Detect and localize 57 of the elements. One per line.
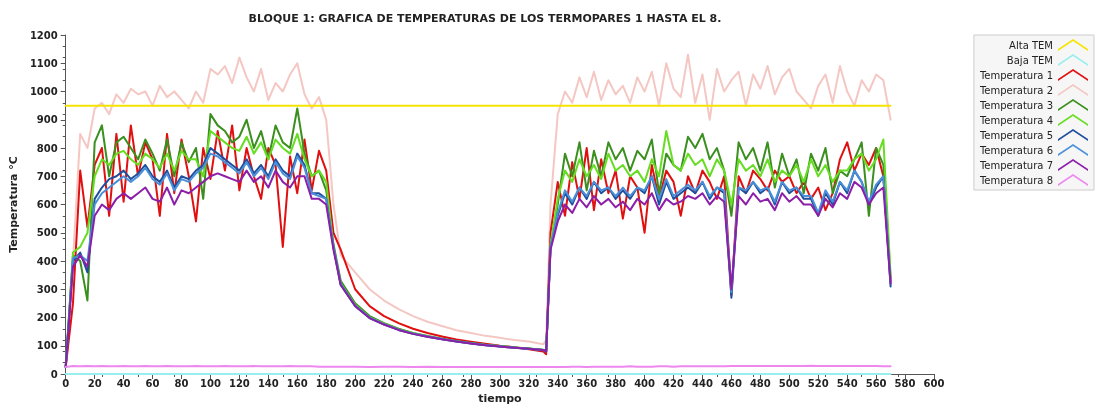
legend-label: Temperatura 6 [978, 144, 1053, 156]
x-tick-label: 100 [200, 377, 221, 389]
x-tick-label: 240 [402, 377, 424, 389]
x-tick-label: 300 [489, 377, 511, 389]
x-tick-label: 480 [749, 377, 771, 389]
x-tick-label: 400 [634, 377, 656, 389]
y-tick-label: 800 [36, 142, 58, 154]
x-tick-label: 560 [865, 377, 887, 389]
x-tick-label: 260 [431, 377, 453, 389]
legend-label: Temperatura 3 [978, 99, 1053, 111]
x-tick-label: 580 [894, 377, 916, 389]
x-tick-label: 340 [547, 377, 569, 389]
x-tick-label: 60 [145, 377, 160, 389]
legend-label: Temperatura 7 [978, 159, 1053, 171]
x-tick-label: 140 [257, 377, 279, 389]
x-tick-label: 380 [605, 377, 627, 389]
x-tick-label: 80 [174, 377, 189, 389]
y-tick-label: 500 [36, 227, 58, 239]
x-tick-label: 420 [663, 377, 684, 389]
x-tick-label: 280 [460, 377, 482, 389]
legend-label: Baja TEM [1006, 54, 1053, 66]
y-tick-label: 200 [36, 312, 58, 323]
x-tick-label: 540 [836, 377, 858, 389]
x-tick-label: 220 [373, 377, 395, 389]
legend-label: Alta TEM [1009, 39, 1053, 51]
legend-label: Temperatura 5 [978, 129, 1053, 141]
x-tick-label: 600 [923, 377, 945, 389]
x-tick-label: 0 [62, 377, 70, 389]
y-tick-label: 600 [36, 199, 58, 210]
y-tick-label: 1100 [29, 57, 58, 69]
y-tick-label: 400 [36, 255, 58, 267]
x-tick-label: 500 [778, 377, 800, 389]
x-tick-label: 200 [344, 377, 366, 389]
legend-label: Temperatura 8 [978, 174, 1053, 186]
x-tick-label: 460 [720, 377, 742, 389]
x-tick-label: 20 [87, 377, 102, 389]
y-axis-title: Temperatura °C [7, 156, 20, 253]
x-tick-label: 120 [228, 377, 250, 389]
y-tick-label: 1000 [29, 86, 58, 97]
x-tick-label: 360 [576, 377, 598, 389]
y-tick-label: 900 [36, 114, 58, 126]
legend-label: Temperatura 4 [978, 114, 1053, 126]
x-tick-label: 40 [116, 377, 131, 389]
legend-label: Temperatura 2 [978, 84, 1053, 96]
x-tick-label: 160 [286, 377, 308, 389]
legend-label: Temperatura 1 [978, 69, 1053, 81]
x-tick-label: 520 [807, 377, 829, 389]
x-tick-label: 440 [692, 377, 713, 389]
y-tick-label: 0 [50, 368, 58, 380]
x-tick-label: 180 [315, 377, 337, 389]
y-tick-label: 100 [36, 340, 58, 352]
chart-title: BLOQUE 1: GRAFICA DE TEMPERATURAS DE LOS TERMOPARES 1 HASTA EL 8. [248, 12, 722, 25]
x-axis-title: tiempo [478, 391, 522, 405]
y-tick-label: 1200 [29, 29, 58, 41]
y-tick-label: 700 [36, 170, 58, 182]
x-tick-label: 320 [518, 377, 540, 389]
y-tick-label: 300 [36, 283, 58, 295]
